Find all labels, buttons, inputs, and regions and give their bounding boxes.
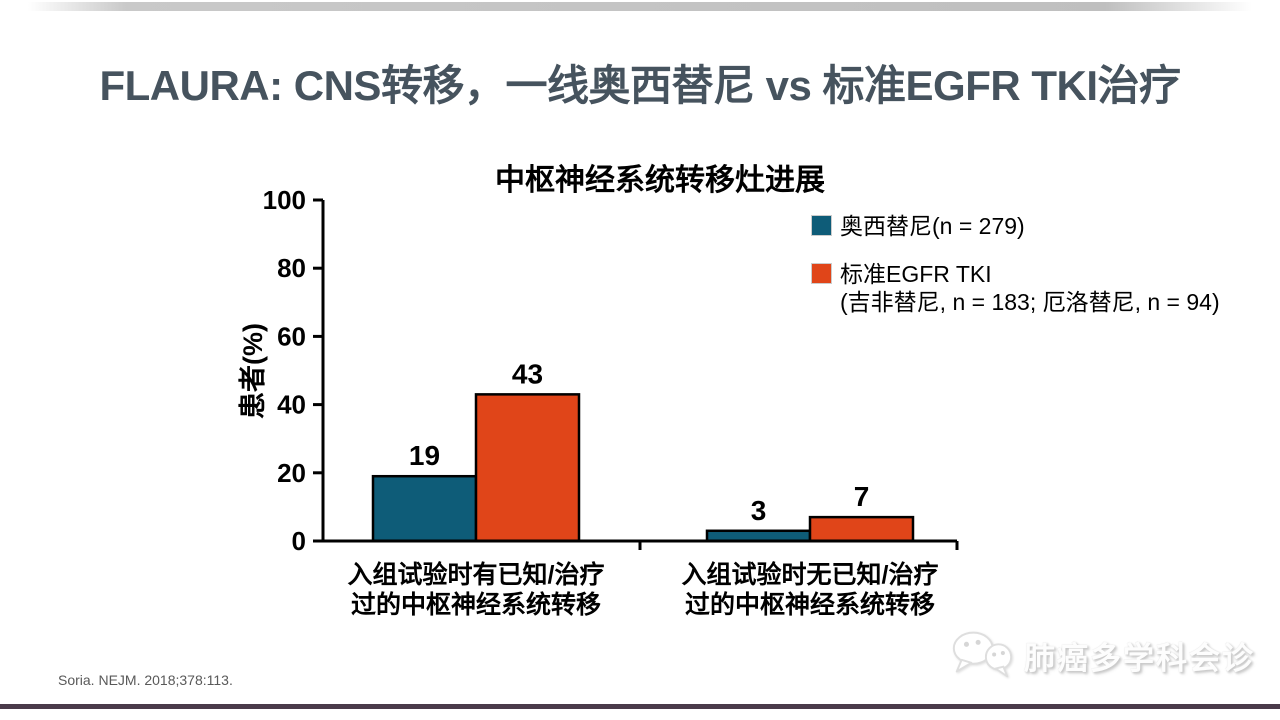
y-tick-label: 100 [263, 185, 306, 215]
x-category-label: 入组试验时无已知/治疗 [682, 560, 939, 589]
citation: Soria. NEJM. 2018;378:113. [58, 672, 233, 688]
top-shadow-bar [28, 2, 1252, 11]
chat-bubbles-icon [952, 631, 1013, 678]
legend-item-osimertinib: 奥西替尼(n = 279) [811, 212, 1220, 240]
chart-title: 中枢神经系统转移灶进展 [495, 164, 825, 197]
bar-series0-group0 [371, 474, 478, 543]
legend-label-line: (吉非替尼, n = 183; 厄洛替尼, n = 94) [840, 289, 1220, 315]
bar-series0-group1 [705, 529, 812, 543]
legend-item-egfr-tki: 标准EGFR TKI (吉非替尼, n = 183; 厄洛替尼, n = 94) [811, 260, 1220, 316]
watermark: 肺癌多学科会诊 [948, 628, 1255, 682]
y-tick-label: 40 [277, 390, 306, 420]
bar-series1-group1 [808, 515, 915, 543]
y-tick-label: 60 [277, 321, 306, 351]
bar-value-label: 7 [854, 481, 870, 512]
y-tick-label: 80 [277, 253, 306, 283]
bar-series1-group0 [474, 393, 581, 543]
bar-value-label: 43 [512, 358, 543, 389]
bottom-rule [0, 704, 1280, 709]
y-axis-label: 患者(%) [238, 323, 268, 419]
x-category-label: 过的中枢神经系统转移 [685, 590, 935, 619]
legend-label-line: 奥西替尼(n = 279) [840, 213, 1025, 239]
chart-legend: 奥西替尼(n = 279) 标准EGFR TKI (吉非替尼, n = 183;… [811, 212, 1220, 316]
legend-label-osimertinib: 奥西替尼(n = 279) [840, 212, 1025, 240]
legend-swatch-osimertinib [811, 215, 832, 236]
legend-label-line: 标准EGFR TKI [840, 261, 992, 287]
x-category-label: 入组试验时有已知/治疗 [348, 560, 605, 589]
watermark-text: 肺癌多学科会诊 [1024, 640, 1255, 676]
y-tick-label: 20 [277, 458, 306, 488]
legend-label-egfr-tki: 标准EGFR TKI (吉非替尼, n = 183; 厄洛替尼, n = 94) [840, 260, 1220, 316]
y-tick-label: 0 [292, 526, 306, 556]
bar-value-label: 19 [409, 440, 440, 471]
slide-title: FLAURA: CNS转移，一线奥西替尼 vs 标准EGFR TKI治疗 [99, 62, 1181, 109]
legend-swatch-egfr-tki [811, 263, 832, 284]
x-category-label: 过的中枢神经系统转移 [351, 590, 601, 619]
bar-value-label: 3 [751, 495, 767, 526]
